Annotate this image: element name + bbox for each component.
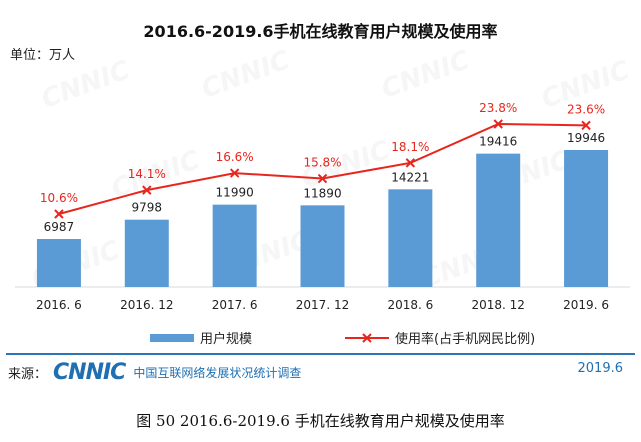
source-date: 2019.6 xyxy=(577,361,624,376)
bar xyxy=(212,204,257,287)
rate-point xyxy=(54,209,64,219)
x-tick-label: 2019. 6 xyxy=(563,298,609,312)
rate-point xyxy=(317,173,328,184)
bar xyxy=(476,153,521,287)
cnnic-logo: CNNIC xyxy=(53,360,126,385)
rate-value-label: 10.6% xyxy=(40,191,78,205)
bar-value-label: 14221 xyxy=(391,170,429,184)
chart-title: 2016.6-2019.6手机在线教育用户规模及使用率 xyxy=(143,22,498,41)
rate-point xyxy=(142,185,152,195)
rate-point xyxy=(581,120,591,131)
source-line: 来源： CNNIC 中国互联网络发展状况统计调查 xyxy=(8,360,301,385)
rate-value-label: 18.1% xyxy=(391,140,429,154)
rate-value-label: 14.1% xyxy=(128,167,166,181)
x-tick-label: 2018. 12 xyxy=(471,298,524,312)
rate-point xyxy=(229,168,240,178)
x-tick-label: 2018. 6 xyxy=(387,298,433,312)
legend-line-label: 使用率(占手机网民比例) xyxy=(395,332,536,347)
bar-value-label: 19946 xyxy=(567,131,605,145)
figure-caption: 图 50 2016.6-2019.6 手机在线教育用户规模及使用率 xyxy=(136,412,505,430)
source-org: 中国互联网络发展状况统计调查 xyxy=(133,366,302,380)
bar-value-label: 11890 xyxy=(303,186,341,200)
x-tick-label: 2016. 12 xyxy=(120,298,173,312)
bar xyxy=(124,219,169,287)
bar-value-label: 9798 xyxy=(132,201,163,215)
legend-item-bar: 用户规模 xyxy=(150,328,252,347)
rate-point xyxy=(493,119,503,129)
x-tick-label: 2017. 12 xyxy=(296,298,349,312)
rate-value-label: 15.8% xyxy=(303,156,341,170)
x-tick-label: 2016. 6 xyxy=(36,298,82,312)
bar xyxy=(564,150,609,287)
legend-item-line: 使用率(占手机网民比例) xyxy=(345,328,535,347)
rate-value-label: 23.8% xyxy=(479,101,517,115)
rate-value-label: 23.6% xyxy=(567,102,605,116)
rate-point xyxy=(405,158,416,168)
bar-value-label: 6987 xyxy=(44,220,75,234)
bar xyxy=(388,189,433,287)
x-tick-label: 2017. 6 xyxy=(212,298,258,312)
legend-bar-label: 用户规模 xyxy=(200,332,253,347)
chart-legend: 用户规模 使用率(占手机网民比例) xyxy=(0,328,641,348)
rate-value-label: 16.6% xyxy=(216,150,254,164)
bar-value-label: 19416 xyxy=(479,135,517,149)
unit-label: 单位：万人 xyxy=(10,48,76,63)
footer-rule xyxy=(6,353,635,355)
bar xyxy=(300,205,345,287)
chart-plot: 6987 2016. 6 9798 2016. 12 11990 2017. 6 11890… xyxy=(15,101,630,312)
bar xyxy=(36,239,81,287)
legend-bar-swatch xyxy=(150,333,194,342)
legend-line-swatch xyxy=(345,332,389,343)
chart-frame: CNNIC CNNIC CNNIC CNNIC CNNIC CNNIC CNNI… xyxy=(0,22,641,385)
source-label: 来源： xyxy=(8,367,48,382)
bar-value-label: 11990 xyxy=(216,186,254,200)
